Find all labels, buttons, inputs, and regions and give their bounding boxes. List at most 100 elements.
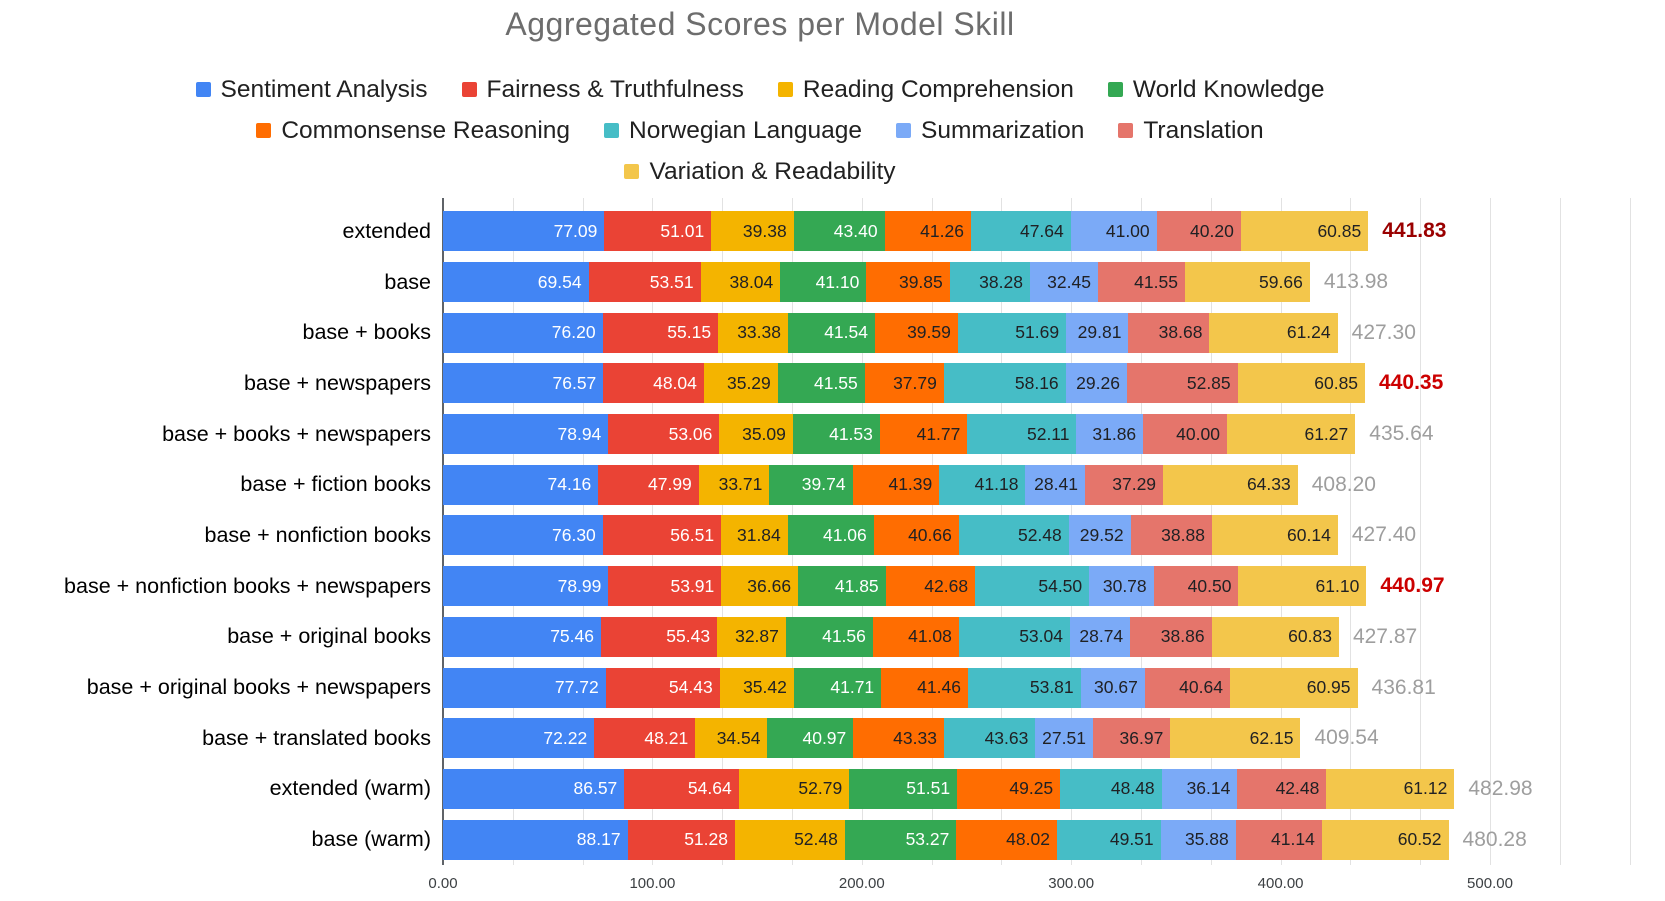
segment-value: 38.28 [979,271,1023,292]
bar-segment: 41.06 [787,515,874,556]
bar-track: 77.09 51.01 39.38 43.40 41.26 47.64 41.00 40.20… [443,211,1369,252]
bar-rows: extended 77.09 51.01 39.38 43.40 41.26 47.64 41… [0,206,1665,865]
bar-segment: 52.48 [958,515,1069,556]
legend-item: Commonsense Reasoning [256,117,570,145]
bar-segment: 35.29 [703,363,778,404]
bar-segment: 58.16 [943,363,1066,404]
row-total: 436.81 [1371,675,1436,699]
row-total: 427.40 [1351,523,1417,547]
segment-value: 47.99 [648,474,692,495]
bar-segment: 41.77 [879,414,968,455]
x-axis-tick: 300.00 [1048,874,1095,892]
legend-item: Translation [1118,116,1264,145]
bar-segment: 61.24 [1209,312,1338,353]
bar-segment: 77.09 [443,211,605,252]
segment-value: 60.83 [1288,626,1332,647]
segment-value: 35.88 [1184,829,1229,850]
segment-value: 35.09 [742,423,786,444]
bar-segment: 41.55 [777,363,865,404]
bar-segment: 54.50 [975,566,1090,607]
bar-segment: 29.26 [1065,363,1127,404]
segment-value: 33.71 [718,474,763,495]
bar-segment: 30.67 [1080,667,1145,708]
segment-value: 40.64 [1179,677,1223,698]
segment-value: 78.94 [557,423,602,444]
bar-segment: 60.95 [1229,667,1358,708]
bar-segment: 56.51 [602,515,722,556]
segment-value: 36.14 [1186,778,1231,799]
bar-segment: 33.71 [698,464,770,505]
row-total: 427.87 [1352,624,1418,648]
segment-value: 51.28 [684,829,728,850]
segment-value: 32.87 [735,626,779,647]
legend-label: World Knowledge [1132,75,1325,103]
segment-value: 53.81 [1029,677,1074,698]
legend-label: Commonsense Reasoning [281,116,571,144]
legend-swatch-icon [461,82,477,97]
bar-segment: 64.33 [1163,464,1298,505]
segment-value: 76.30 [552,524,596,545]
bar-row: base + fiction books 74.16 47.99 33.71 39.74… [0,459,1665,510]
segment-value: 35.42 [743,677,787,698]
bar-segment: 48.02 [956,819,1057,860]
segment-value: 30.78 [1102,575,1147,596]
bar-segment: 41.46 [881,667,968,708]
bar-row: base + original books 75.46 55.43 32.87 41.5… [0,612,1665,663]
segment-value: 41.26 [920,220,964,241]
row-total: 482.98 [1468,776,1533,800]
bar-segment: 51.01 [604,211,712,252]
bar-segment: 43.63 [943,718,1036,759]
segment-value: 41.54 [824,322,868,343]
segment-value: 38.86 [1160,626,1205,647]
segment-value: 48.04 [653,372,697,393]
segment-value: 40.00 [1176,423,1220,444]
bar-track: 74.16 47.99 33.71 39.74 41.39 41.18 28.41 37.29… [443,464,1298,505]
legend-label: Translation [1143,116,1264,144]
segment-value: 43.63 [984,727,1029,748]
row-total: 408.20 [1311,472,1376,496]
segment-value: 76.20 [551,322,596,343]
bar-segment: 40.64 [1144,667,1230,708]
legend-swatch-icon [1107,82,1123,97]
segment-value: 34.54 [716,727,761,748]
bar-segment: 48.21 [594,718,696,759]
segment-value: 31.84 [736,524,781,545]
x-axis-tick: 500.00 [1467,874,1513,892]
segment-value: 76.57 [552,372,597,393]
bar-segment: 43.40 [793,211,885,252]
legend-row-1: Sentiment Analysis Fairness & Truthfulnes… [0,69,1520,110]
bar-track: 76.30 56.51 31.84 41.06 40.66 52.48 29.52 38.88… [443,515,1338,556]
legend-swatch-icon [624,164,640,179]
bar-track: 76.20 55.15 33.38 41.54 39.59 51.69 29.81 38.68… [443,312,1338,353]
chart-header: Aggregated Scores per Model Skill Sentim… [0,0,1520,192]
bar-segment: 52.79 [738,768,850,809]
segment-value: 51.69 [1015,322,1060,343]
bar-segment: 35.42 [719,667,794,708]
bar-segment: 47.99 [598,464,699,505]
segment-value: 49.51 [1109,829,1154,850]
legend-item: Sentiment Analysis [195,76,428,104]
bar-segment: 29.81 [1066,312,1129,353]
bar-segment: 41.18 [939,464,1026,505]
bar-segment: 40.20 [1156,211,1241,252]
x-axis-tick: 0.00 [428,874,458,892]
bar-segment: 49.25 [957,768,1061,809]
bar-segment: 40.50 [1153,566,1239,607]
row-label: extended (warm) [269,776,431,801]
segment-value: 61.24 [1286,322,1331,343]
row-label: base + books + newspapers [162,421,431,446]
row-label: base + nonfiction books + newspapers [64,573,431,598]
segment-value: 48.02 [1006,829,1050,850]
bar-segment: 36.97 [1092,718,1171,759]
bar-segment: 72.22 [443,718,595,759]
bar-row: base + translated books 72.22 48.21 34.54 40… [0,713,1665,764]
bar-segment: 33.38 [718,312,788,353]
bar-segment: 40.00 [1143,414,1227,455]
bar-segment: 76.57 [443,363,604,404]
segment-value: 61.27 [1304,423,1349,444]
segment-value: 86.57 [573,778,618,799]
bar-segment: 38.68 [1128,312,1210,353]
bar-segment: 28.74 [1069,616,1131,657]
bar-row: extended (warm) 86.57 54.64 52.79 51.51 49.25… [0,764,1665,815]
